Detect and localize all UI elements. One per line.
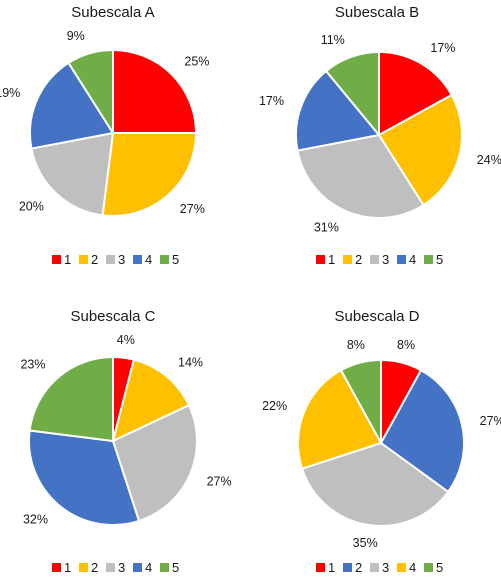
legend-label: 4 (145, 560, 152, 575)
data-label: 19% (0, 86, 20, 100)
legend-label: 5 (436, 252, 443, 267)
pie-slice-3 (296, 133, 425, 219)
data-label: 4% (117, 333, 135, 347)
pie-slice-5 (28, 355, 114, 443)
legend-swatch (52, 255, 61, 264)
legend: 1 2 3 4 5 (52, 560, 179, 575)
data-label: 17% (430, 41, 455, 55)
pie-slice-5 (67, 48, 114, 137)
legend-swatch (133, 563, 142, 572)
legend-swatch (424, 563, 433, 572)
pie-slice-2 (377, 93, 463, 207)
data-label: 20% (19, 200, 44, 214)
legend-swatch (424, 255, 433, 264)
legend-swatch (370, 255, 379, 264)
data-label: 8% (347, 338, 365, 352)
pie-slice-1 (378, 50, 454, 137)
pie-slice-4 (297, 368, 383, 470)
chart-title: Subescala A (71, 4, 154, 21)
data-label: 27% (180, 202, 205, 216)
legend-label: 1 (328, 252, 335, 267)
pie-slice-3 (111, 403, 199, 523)
legend-label: 2 (91, 560, 98, 575)
legend-label: 4 (145, 252, 152, 267)
data-label: 27% (480, 414, 501, 428)
legend-swatch (370, 563, 379, 572)
legend-swatch (316, 255, 325, 264)
legend-label: 5 (172, 560, 179, 575)
pie-slice-2 (101, 132, 198, 217)
legend-swatch (106, 563, 115, 572)
data-label: 23% (20, 358, 45, 372)
legend-swatch (79, 563, 88, 572)
pie-slice-3 (30, 131, 115, 217)
data-label: 27% (207, 475, 232, 489)
legend-swatch (79, 255, 88, 264)
legend-swatch (343, 563, 352, 572)
data-label: 8% (397, 338, 415, 352)
legend-label: 3 (382, 560, 389, 575)
legend-label: 2 (355, 560, 362, 575)
legend-label: 5 (172, 252, 179, 267)
legend-swatch (52, 563, 61, 572)
legend-swatch (106, 255, 115, 264)
chart-title: Subescala C (70, 308, 155, 325)
chart-title: Subescala B (335, 4, 419, 21)
chart-title: Subescala D (334, 308, 419, 325)
data-label: 14% (178, 355, 203, 369)
legend-label: 1 (64, 560, 71, 575)
legend-swatch (316, 563, 325, 572)
legend: 1 2 3 4 5 (316, 560, 443, 575)
data-label: 31% (314, 221, 339, 235)
legend-label: 3 (118, 252, 125, 267)
legend-label: 3 (118, 560, 125, 575)
chart-subescala-b: Subescala B 17% 24% 31% 17% 11% 1 2 3 4 5 (259, 4, 501, 267)
legend-label: 3 (382, 252, 389, 267)
data-label: 32% (23, 513, 48, 527)
legend-label: 4 (409, 252, 416, 267)
legend-label: 1 (328, 560, 335, 575)
legend-label: 2 (355, 252, 362, 267)
legend-swatch (397, 255, 406, 264)
pie-slice-2 (379, 368, 466, 494)
chart-subescala-d: Subescala D 8% 27% 35% 22% 8% 1 2 3 4 5 (262, 308, 501, 575)
pie-slice-5 (339, 358, 382, 444)
legend-swatch (343, 255, 352, 264)
legend: 1 2 3 4 5 (52, 252, 179, 267)
data-label: 22% (262, 399, 287, 413)
pie-slice-4 (29, 61, 115, 150)
pie-slice-4 (28, 429, 141, 526)
data-label: 24% (477, 153, 501, 167)
legend-label: 2 (91, 252, 98, 267)
legend-label: 1 (64, 252, 71, 267)
legend-swatch (160, 255, 169, 264)
chart-subescala-a: Subescala A 25% 27% 20% 19% 9% 1 2 3 4 5 (0, 4, 209, 267)
legend-swatch (160, 563, 169, 572)
pie-slice-1 (112, 48, 198, 134)
pie-slice-5 (324, 50, 380, 138)
data-label: 17% (259, 94, 284, 108)
pie-slice-2 (111, 358, 191, 443)
pie-slice-3 (300, 441, 450, 527)
data-label: 11% (321, 33, 345, 47)
pie-slice-4 (295, 69, 381, 152)
legend-swatch (397, 563, 406, 572)
legend-label: 4 (409, 560, 416, 575)
legend-swatch (133, 255, 142, 264)
legend: 1 2 3 4 5 (316, 252, 443, 267)
data-label: 35% (353, 536, 378, 550)
chart-subescala-c: Subescala C 4% 14% 27% 32% 23% 1 2 3 4 5 (20, 308, 231, 575)
legend-label: 5 (436, 560, 443, 575)
data-label: 9% (67, 29, 85, 43)
data-label: 25% (184, 55, 209, 69)
